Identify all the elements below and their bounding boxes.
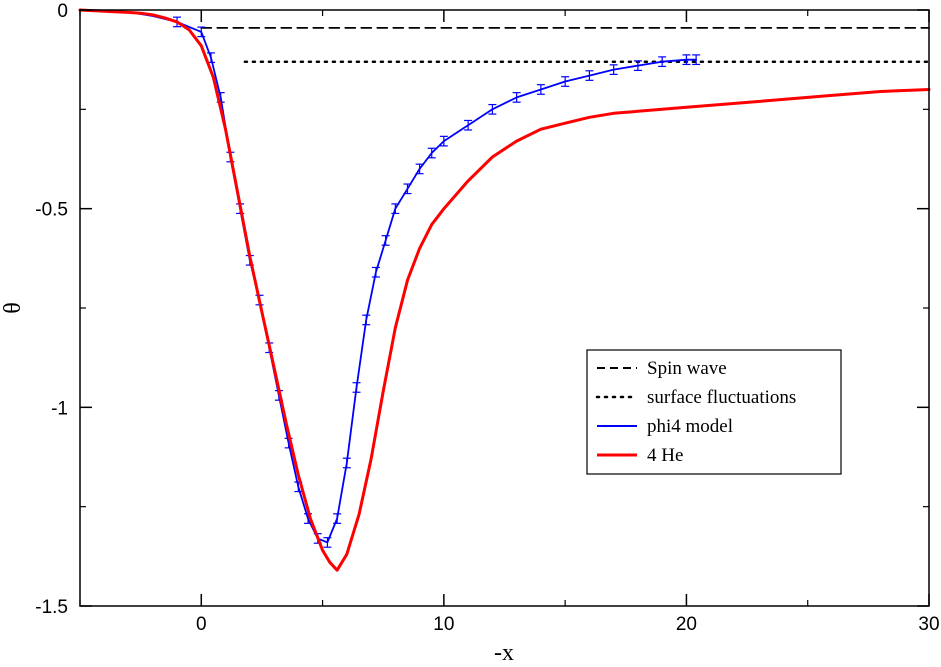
x-tick-label-2: 20 xyxy=(676,614,697,635)
axis-ticks-group: 0 10 20 30 0 -0.5 -1 -1.5 xyxy=(35,1,939,635)
x-tick-label-1: 10 xyxy=(433,614,454,635)
legend-box xyxy=(586,349,842,475)
legend-label-spin-wave: Spin wave xyxy=(647,358,727,379)
y-tick-label-0: 0 xyxy=(57,1,68,22)
legend: Spin wave surface fluctuations phi4 mode… xyxy=(586,349,842,475)
legend-label-phi4-model: phi4 model xyxy=(647,416,733,437)
legend-label-4he: 4 He xyxy=(647,445,683,466)
x-axis-label: -x xyxy=(494,640,514,666)
y-tick-label-3: -1.5 xyxy=(35,597,68,618)
legend-label-surface-fluctuations: surface fluctuations xyxy=(647,387,796,408)
y-tick-label-2: -1 xyxy=(51,398,68,419)
x-tick-label-3: 30 xyxy=(918,614,939,635)
series-line-4-he xyxy=(78,8,931,572)
y-tick-label-1: -0.5 xyxy=(35,200,68,221)
y-axis-label: θ xyxy=(0,302,26,314)
x-tick-label-0: 0 xyxy=(196,614,207,635)
plot-series-group xyxy=(78,8,931,572)
